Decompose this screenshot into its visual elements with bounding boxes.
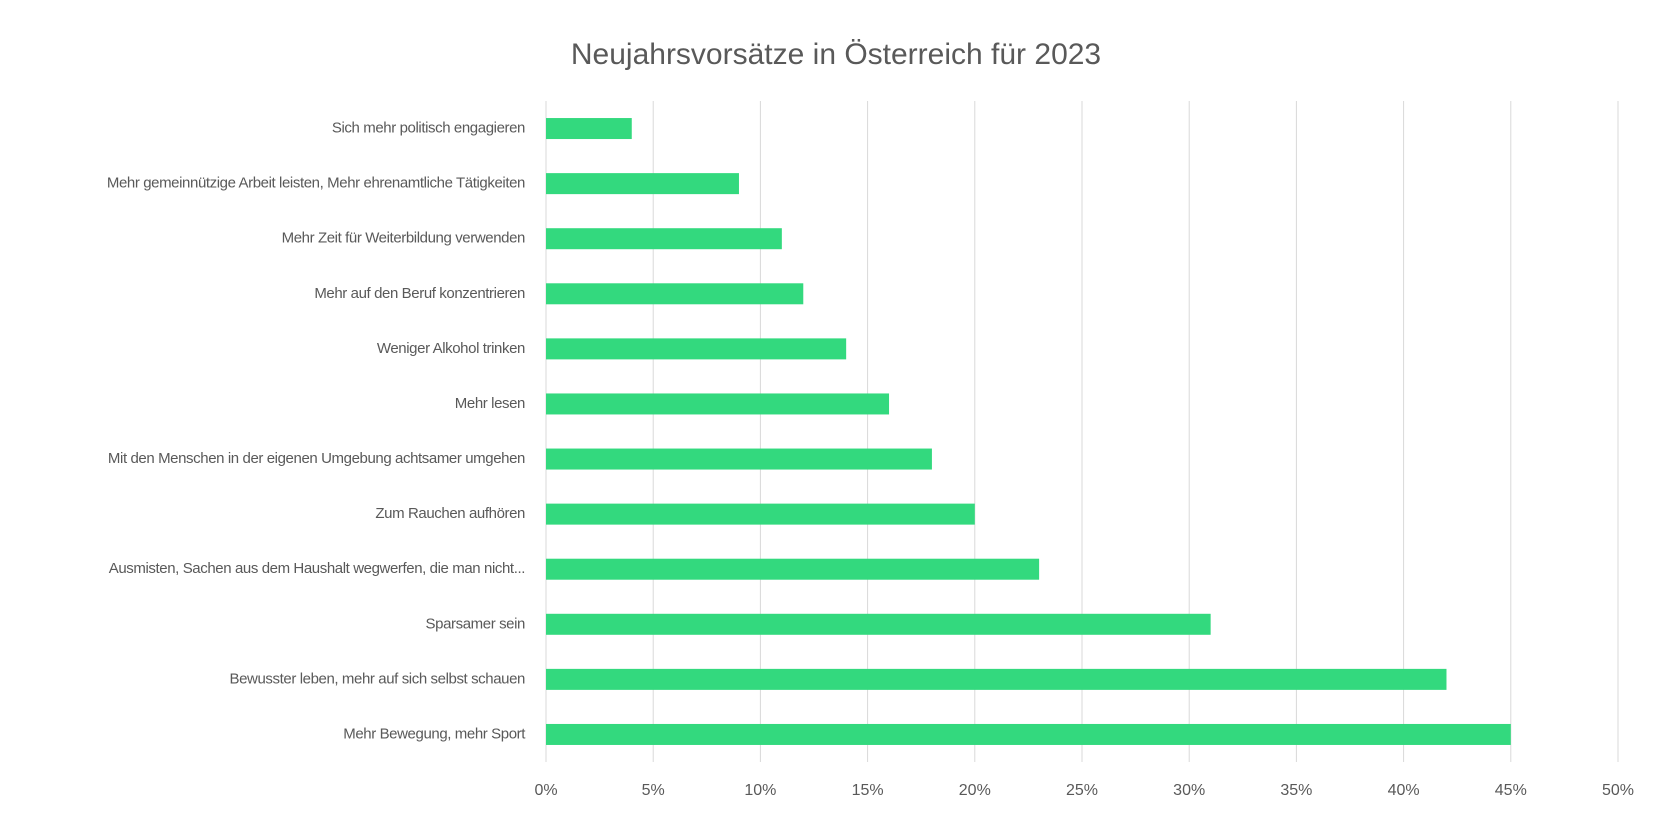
y-tick-label: Weniger Alkohol trinken — [377, 340, 525, 357]
x-tick-label: 50% — [1602, 782, 1634, 799]
bar — [546, 228, 782, 250]
y-tick-label: Mehr gemeinnützige Arbeit leisten, Mehr … — [107, 175, 525, 192]
bar — [546, 558, 1040, 580]
y-tick-label: Mehr auf den Beruf konzentrieren — [314, 285, 525, 302]
y-tick-label: Mehr Zeit für Weiterbildung verwenden — [282, 230, 525, 247]
x-tick-label: 5% — [642, 782, 665, 799]
x-tick-label: 35% — [1280, 782, 1312, 799]
bar — [546, 118, 632, 140]
y-tick-label: Zum Rauchen aufhören — [375, 505, 525, 522]
y-tick-label: Bewusster leben, mehr auf sich selbst sc… — [230, 670, 526, 687]
x-tick-label: 25% — [1066, 782, 1098, 799]
x-tick-label: 45% — [1495, 782, 1527, 799]
bar — [546, 723, 1511, 745]
y-tick-label: Mehr lesen — [455, 395, 525, 412]
bar — [546, 393, 890, 415]
bar — [546, 668, 1447, 690]
bar — [546, 503, 975, 525]
y-tick-label: Sich mehr politisch engagieren — [332, 120, 525, 137]
x-tick-label: 40% — [1388, 782, 1420, 799]
y-tick-label: Mit den Menschen in der eigenen Umgebung… — [108, 450, 525, 467]
x-tick-label: 20% — [959, 782, 991, 799]
y-tick-label: Sparsamer sein — [426, 615, 526, 632]
x-tick-label: 30% — [1173, 782, 1205, 799]
bar — [546, 173, 739, 195]
x-tick-label: 10% — [744, 782, 776, 799]
bar — [546, 283, 804, 305]
bar — [546, 338, 847, 360]
bar — [546, 448, 932, 470]
y-tick-label: Mehr Bewegung, mehr Sport — [343, 725, 526, 742]
x-tick-label: 15% — [852, 782, 884, 799]
bar — [546, 613, 1211, 635]
chart-title: Neujahrsvorsätze in Österreich für 2023 — [571, 38, 1101, 71]
y-tick-label: Ausmisten, Sachen aus dem Haushalt wegwe… — [109, 560, 525, 577]
x-tick-label: 0% — [534, 782, 557, 799]
